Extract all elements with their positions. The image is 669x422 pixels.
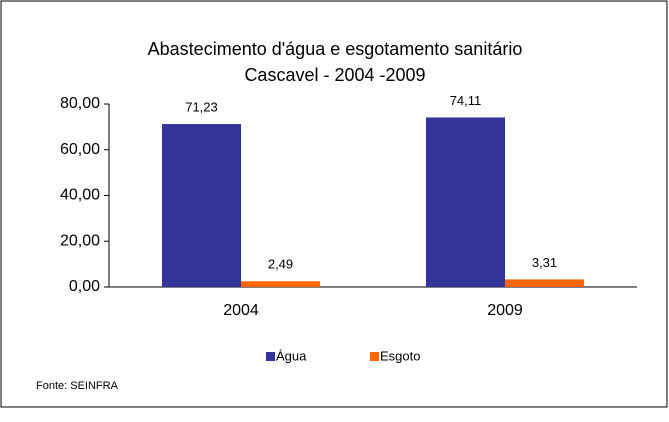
- legend-label: Esgoto: [380, 348, 420, 363]
- chart-title: Cascavel - 2004 -2009: [244, 65, 425, 85]
- y-tick-label: 60,00: [60, 141, 100, 158]
- bar: [505, 279, 584, 287]
- y-tick-label: 20,00: [60, 232, 100, 249]
- x-tick-label: 2009: [487, 302, 523, 319]
- bar: [426, 117, 505, 287]
- legend-swatch: [370, 352, 379, 361]
- x-tick-label: 2004: [223, 302, 259, 319]
- value-label: 2,49: [268, 257, 293, 272]
- bar: [162, 124, 241, 288]
- chart-title: Abastecimento d'água e esgotamento sanit…: [148, 39, 523, 59]
- bar: [241, 281, 320, 287]
- legend-label: Água: [276, 348, 307, 363]
- y-tick-label: 40,00: [60, 187, 100, 204]
- chart-frame: [0, 0, 668, 408]
- y-tick-label: 80,00: [60, 95, 100, 112]
- source: Fonte: SEINFRA: [36, 380, 119, 392]
- legend-swatch: [266, 352, 275, 361]
- value-label: 74,11: [450, 93, 482, 108]
- value-label: 71,23: [185, 99, 218, 114]
- value-label: 3,31: [532, 255, 557, 270]
- y-tick-label: 0,00: [69, 278, 100, 295]
